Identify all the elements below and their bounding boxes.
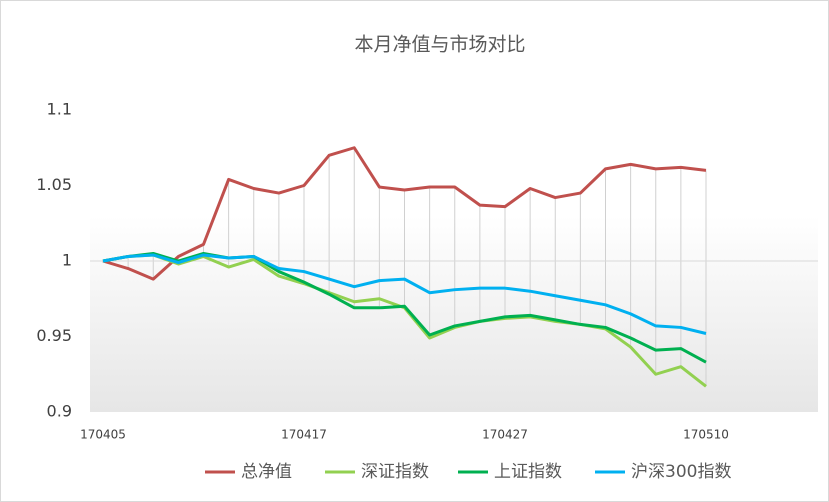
legend-label: 上证指数 bbox=[494, 462, 562, 482]
x-tick-label: 170510 bbox=[683, 428, 729, 442]
legend-label: 深证指数 bbox=[361, 462, 429, 482]
y-tick-label: 1.1 bbox=[47, 100, 72, 119]
x-tick-label: 170427 bbox=[482, 428, 528, 442]
legend-label: 总净值 bbox=[241, 462, 292, 482]
series-line bbox=[102, 253, 707, 335]
x-tick-label: 170417 bbox=[281, 428, 327, 442]
x-tick-label: 170405 bbox=[80, 428, 126, 442]
series-line bbox=[102, 146, 707, 281]
series-line bbox=[102, 251, 707, 364]
legend-label: 沪深300指数 bbox=[631, 462, 731, 482]
y-tick-label: 1 bbox=[62, 251, 72, 270]
y-tick-label: 1.05 bbox=[36, 175, 72, 194]
chart-title: 本月净值与市场对比 bbox=[354, 34, 525, 56]
y-tick-label: 0.9 bbox=[47, 402, 72, 421]
y-tick-label: 0.95 bbox=[36, 326, 72, 345]
